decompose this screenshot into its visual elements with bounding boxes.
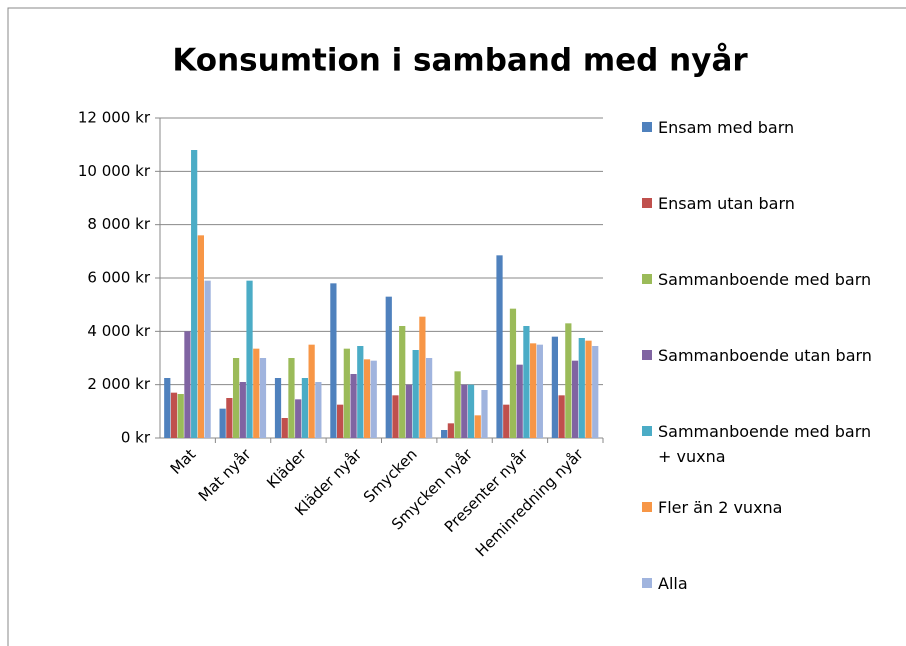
legend-entry: Alla xyxy=(642,571,882,596)
legend-swatch xyxy=(642,274,652,284)
legend-label: Sammanboende med barn xyxy=(658,270,872,289)
bar xyxy=(441,430,448,438)
bar xyxy=(274,378,282,438)
bar xyxy=(164,378,171,438)
legend-label: Alla xyxy=(658,574,688,593)
bar xyxy=(571,360,579,438)
legend-swatch xyxy=(642,350,652,360)
bar xyxy=(301,378,309,438)
bar xyxy=(392,395,399,438)
bar xyxy=(481,390,488,438)
legend-entry: Sammanboende utan barn xyxy=(642,343,882,368)
bar xyxy=(399,326,406,438)
bar xyxy=(412,350,419,438)
y-tick-label: 8 000 kr xyxy=(87,215,150,233)
legend-swatch xyxy=(642,198,652,208)
bar xyxy=(226,398,233,438)
y-tick-label: 0 kr xyxy=(121,429,151,447)
bar xyxy=(315,382,322,438)
chart-border xyxy=(7,7,906,646)
y-tick-label: 10 000 kr xyxy=(78,162,151,180)
bar xyxy=(337,404,344,438)
legend-swatch xyxy=(642,502,652,512)
legend-entry: Ensam utan barn xyxy=(642,191,882,216)
bar xyxy=(447,423,454,438)
legend-swatch xyxy=(642,578,652,588)
bar xyxy=(219,408,226,438)
legend-label: Fler än 2 vuxna xyxy=(658,498,783,517)
bar xyxy=(516,364,523,438)
y-tick-label: 2 000 kr xyxy=(87,375,150,393)
bar xyxy=(363,359,371,438)
y-tick-label: 6 000 kr xyxy=(87,269,150,287)
legend-swatch xyxy=(642,122,652,132)
bar xyxy=(288,358,295,438)
y-tick-label: 12 000 kr xyxy=(78,109,151,127)
bar xyxy=(232,358,240,438)
bar xyxy=(551,336,559,438)
bar xyxy=(281,418,288,438)
bar xyxy=(523,326,530,438)
bar xyxy=(405,384,413,438)
bar xyxy=(503,404,510,438)
bar xyxy=(246,280,253,438)
bar xyxy=(330,283,337,438)
legend-entry: Fler än 2 vuxna xyxy=(642,495,882,520)
bar xyxy=(197,235,204,438)
bar xyxy=(419,316,426,438)
bar xyxy=(357,346,364,438)
legend-label: Sammanboende med barn + vuxna xyxy=(658,422,872,466)
legend-swatch xyxy=(642,426,652,436)
bar xyxy=(259,358,267,438)
legend-label: Ensam med barn xyxy=(658,118,795,137)
legend-label: Ensam utan barn xyxy=(658,194,795,213)
bar xyxy=(343,348,350,438)
bar xyxy=(177,394,184,438)
bar xyxy=(454,371,461,438)
bar xyxy=(385,296,392,438)
legend-entry: Sammanboende med barn + vuxna xyxy=(642,419,882,469)
legend-label: Sammanboende utan barn xyxy=(658,346,872,365)
bar xyxy=(191,150,198,438)
bar xyxy=(565,323,572,438)
bar xyxy=(509,308,517,438)
y-tick-label: 4 000 kr xyxy=(87,322,150,340)
bar xyxy=(558,395,565,438)
bar xyxy=(467,384,475,438)
bar xyxy=(425,358,433,438)
bar xyxy=(204,280,211,438)
legend-entry: Ensam med barn xyxy=(642,115,882,140)
bar xyxy=(350,374,357,438)
bar xyxy=(308,344,315,438)
legend-entry: Sammanboende med barn xyxy=(642,267,882,292)
bar xyxy=(170,392,178,438)
bar xyxy=(536,344,543,438)
bar xyxy=(530,343,537,438)
bar xyxy=(585,340,592,438)
bar xyxy=(578,338,585,438)
bar xyxy=(592,346,599,438)
chart-title: Konsumtion i samband med nyår xyxy=(172,43,748,79)
bar xyxy=(461,384,468,438)
bar xyxy=(239,382,246,438)
bar xyxy=(370,360,377,438)
bar xyxy=(184,331,191,438)
bar xyxy=(295,399,302,438)
bar xyxy=(496,255,503,438)
bar xyxy=(253,348,260,438)
bar xyxy=(474,415,481,438)
